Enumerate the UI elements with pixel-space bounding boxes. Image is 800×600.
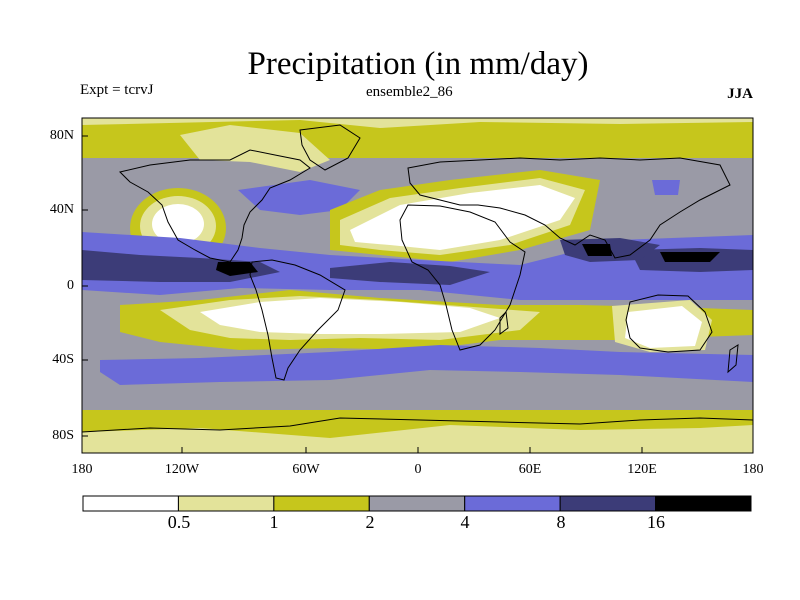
arctic-band-vlow [82, 118, 753, 128]
colorbar-swatch-4 [464, 495, 561, 512]
colorbar-label-0-5: 0.5 [167, 512, 191, 532]
colorbar-swatch-2 [273, 495, 370, 512]
natlantic-storm [238, 180, 360, 215]
lat-label-80s: 80S [52, 428, 74, 443]
core-pacific [216, 262, 258, 276]
colorbar-swatch-3 [368, 495, 466, 512]
coastlines [81, 124, 754, 433]
colorbar-label-4: 4 [460, 512, 470, 532]
australia-dry-core [625, 306, 702, 348]
core-bay [582, 244, 612, 256]
colorbar-label-2: 2 [365, 512, 375, 532]
core-warmpool [660, 252, 720, 262]
north-america-coast [119, 149, 311, 263]
lat-label-40n: 40N [49, 202, 74, 217]
lon-label-60w: 60W [292, 462, 320, 477]
nepacific-blue [652, 180, 680, 195]
nz-coast [727, 344, 739, 374]
colorbar-swatch-6 [655, 495, 752, 512]
antarctic-vlow [82, 425, 753, 453]
lon-label-120w: 120W [164, 462, 200, 477]
lat-label-40s: 40S [52, 352, 74, 367]
colorbar-label-1: 1 [269, 512, 279, 532]
lon-label-60e: 60E [518, 462, 542, 477]
colorbar-label-8: 8 [556, 512, 566, 532]
lat-label-0: 0 [67, 278, 74, 293]
antarctica-coast [81, 417, 754, 433]
colorbar-label-16: 16 [647, 512, 665, 532]
colorbar-swatch-5 [559, 495, 657, 512]
ensemble-label: ensemble2_86 [366, 84, 453, 100]
greenland-coast [299, 124, 361, 171]
season-label: JJA [727, 86, 753, 102]
axis-ticks [81, 135, 754, 453]
lon-label-120e: 120E [627, 462, 657, 477]
south-america-coast [249, 259, 346, 381]
sh-storm-track [100, 345, 753, 385]
sh-dry-core [200, 298, 500, 334]
africa-coast [399, 204, 526, 351]
colorbar-swatch-0 [82, 495, 179, 512]
map-title: Precipitation (in mm/day) [247, 46, 589, 82]
australia-coast [625, 294, 713, 353]
lat-label-80n: 80N [49, 128, 74, 143]
colorbar [82, 495, 752, 512]
lon-label-180w: 180 [71, 462, 93, 477]
madagascar-coast [499, 310, 509, 335]
itcz-atlantic [330, 262, 490, 285]
eurasia-coast [407, 157, 731, 259]
lon-label-0: 0 [414, 462, 422, 477]
colorbar-swatch-1 [177, 495, 275, 512]
experiment-label: Expt = tcrvJ [80, 82, 154, 98]
sahara-dry-core [350, 185, 575, 250]
lon-label-180e: 180 [742, 462, 764, 477]
